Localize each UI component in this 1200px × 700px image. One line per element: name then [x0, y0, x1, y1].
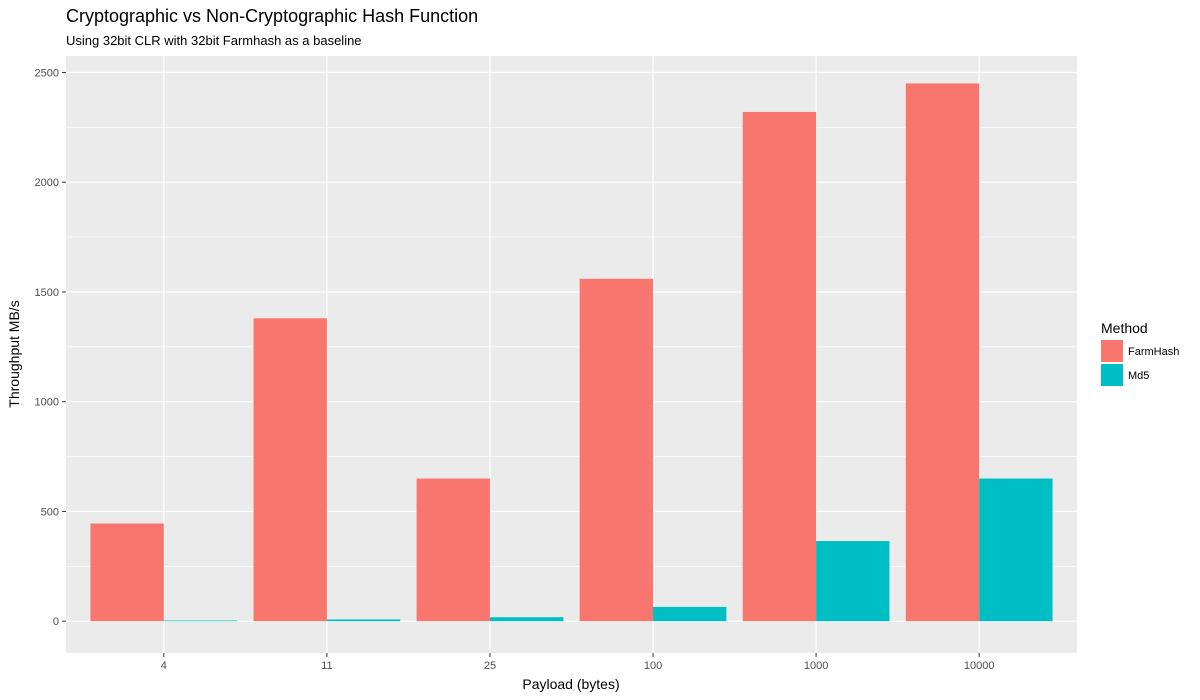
x-axis-title: Payload (bytes)	[522, 676, 619, 692]
x-axis-ticks: 4 11 25 100 1000 10000	[161, 653, 995, 672]
bar-md5-11	[326, 619, 401, 622]
x-tick-label: 10000	[964, 660, 995, 672]
y-tick-label: 500	[41, 506, 59, 518]
legend-label-farmhash: FarmHash	[1128, 346, 1179, 358]
x-tick-label: 1000	[804, 660, 828, 672]
legend: Method FarmHash Md5	[1101, 320, 1179, 386]
y-tick-label: 2500	[35, 67, 59, 79]
x-tick-label: 100	[644, 660, 662, 672]
bars	[90, 83, 1053, 622]
legend-swatch-md5	[1101, 364, 1123, 386]
y-tick-label: 2000	[35, 177, 59, 189]
legend-swatch-farmhash	[1101, 340, 1123, 362]
bar-farmhash-100	[579, 278, 654, 622]
y-axis-title: Throughput MB/s	[6, 300, 22, 407]
bar-farmhash-11	[253, 318, 327, 622]
bar-md5-4	[163, 620, 238, 622]
bar-md5-10000	[979, 478, 1053, 622]
y-tick-label: 0	[53, 616, 59, 628]
y-tick-label: 1000	[35, 397, 59, 409]
bar-md5-100	[653, 606, 727, 622]
bar-farmhash-4	[90, 523, 164, 622]
legend-label-md5: Md5	[1128, 370, 1149, 382]
bar-md5-1000	[816, 541, 890, 622]
bar-md5-25	[489, 617, 564, 622]
chart-title: Cryptographic vs Non-Cryptographic Hash …	[66, 6, 478, 26]
bar-farmhash-1000	[742, 111, 817, 622]
bar-farmhash-10000	[905, 83, 980, 622]
x-tick-label: 25	[484, 660, 496, 672]
x-tick-label: 11	[321, 660, 332, 672]
x-tick-label: 4	[161, 660, 167, 672]
bar-farmhash-25	[416, 478, 490, 622]
y-tick-label: 1500	[35, 287, 59, 299]
chart-subtitle: Using 32bit CLR with 32bit Farmhash as a…	[66, 33, 362, 48]
y-axis-ticks: 0 500 1000 1500 2000 2500	[35, 67, 66, 628]
legend-title: Method	[1101, 320, 1148, 336]
